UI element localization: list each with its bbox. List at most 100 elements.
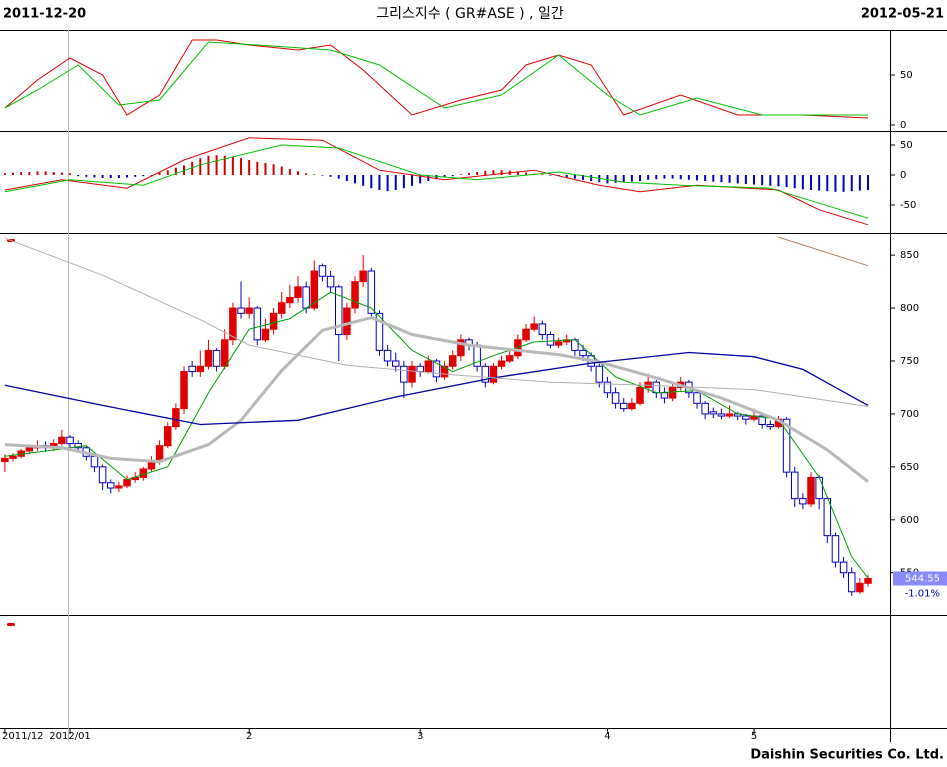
histogram-bar bbox=[36, 171, 39, 175]
candle-body bbox=[391, 360, 400, 367]
candle-body bbox=[400, 365, 408, 383]
candle-body bbox=[505, 355, 514, 362]
histogram-bar bbox=[500, 170, 503, 175]
histogram-bar bbox=[117, 175, 120, 178]
candle-body bbox=[359, 270, 367, 283]
panel bbox=[1, 236, 872, 597]
histogram-bar bbox=[525, 172, 528, 175]
histogram-bar bbox=[362, 175, 365, 186]
candle-body bbox=[847, 572, 856, 593]
candle-body bbox=[864, 577, 872, 584]
candle-body bbox=[310, 270, 319, 309]
histogram-bar bbox=[818, 175, 821, 191]
candle-body bbox=[481, 365, 490, 383]
indicator-line bbox=[778, 236, 869, 267]
candle-body bbox=[180, 371, 188, 410]
histogram-bar bbox=[639, 175, 642, 181]
histogram-bar bbox=[516, 171, 519, 175]
candle-body bbox=[334, 286, 343, 336]
histogram-bar bbox=[720, 175, 723, 183]
candle-body bbox=[277, 302, 286, 314]
histogram-bar bbox=[345, 175, 348, 181]
histogram-bar bbox=[386, 175, 389, 192]
histogram-bar bbox=[590, 175, 593, 181]
histogram-bar bbox=[549, 175, 552, 176]
histogram-bar bbox=[69, 173, 72, 175]
histogram-bar bbox=[207, 155, 210, 175]
histogram-bar bbox=[761, 175, 764, 186]
histogram-bar bbox=[810, 175, 813, 190]
candle-body bbox=[782, 418, 791, 473]
histogram-bar bbox=[476, 172, 479, 175]
histogram-bar bbox=[614, 175, 617, 183]
candle-body bbox=[701, 402, 709, 415]
histogram-bar bbox=[484, 170, 487, 175]
y-tick-label: -50 bbox=[900, 200, 916, 211]
candle-body bbox=[448, 355, 457, 367]
start-date: 2011-12-20 bbox=[3, 7, 86, 22]
y-tick-label: 0 bbox=[900, 120, 906, 131]
candle-body bbox=[367, 270, 376, 314]
histogram-bar bbox=[158, 172, 161, 175]
candle-body bbox=[538, 323, 547, 336]
price-change: -1.01% bbox=[905, 588, 940, 599]
histogram-bar bbox=[826, 175, 829, 192]
histogram-bar bbox=[370, 175, 373, 189]
frame bbox=[0, 30, 947, 742]
candle-body bbox=[628, 402, 636, 410]
y-tick-label: 750 bbox=[900, 356, 919, 367]
histogram-bar bbox=[753, 175, 756, 185]
histogram-bar bbox=[150, 175, 153, 176]
histogram-bar bbox=[20, 172, 23, 175]
indicator-line bbox=[4, 39, 869, 119]
candle-body bbox=[318, 265, 327, 277]
y-tick-label: 50 bbox=[900, 70, 913, 81]
histogram-bar bbox=[166, 170, 169, 175]
candle-body bbox=[286, 296, 294, 304]
histogram-bar bbox=[744, 175, 747, 184]
histogram-bar bbox=[419, 175, 422, 184]
x-tick-label: 2011/12 bbox=[2, 731, 44, 742]
candle-body bbox=[237, 307, 245, 314]
histogram-bar bbox=[411, 175, 414, 186]
histogram-bar bbox=[435, 175, 438, 180]
candle-body bbox=[709, 411, 718, 415]
candle-body bbox=[717, 413, 726, 417]
histogram-bar bbox=[142, 175, 145, 177]
candle-body bbox=[351, 281, 359, 309]
histogram-bar bbox=[337, 175, 340, 179]
histogram-bar bbox=[248, 160, 251, 175]
last-price: 544.55 bbox=[905, 573, 940, 584]
histogram-bar bbox=[712, 175, 715, 182]
candle-body bbox=[815, 476, 823, 500]
histogram-bar bbox=[769, 175, 772, 186]
histogram-bar bbox=[272, 164, 275, 175]
candle-body bbox=[432, 360, 441, 378]
histogram-bar bbox=[736, 175, 739, 184]
histogram-bar bbox=[573, 175, 576, 179]
candle-body bbox=[457, 339, 465, 357]
histogram-bar bbox=[541, 174, 544, 175]
candle-body bbox=[343, 307, 351, 336]
histogram-bar bbox=[77, 175, 80, 177]
indicator-line bbox=[4, 237, 869, 407]
histogram-bar bbox=[777, 175, 780, 187]
candle-body bbox=[155, 445, 164, 463]
x-tick-label: 5 bbox=[751, 731, 757, 742]
x-tick-label: 2 bbox=[246, 731, 252, 742]
histogram-bar bbox=[696, 175, 699, 181]
histogram-bar bbox=[280, 166, 283, 175]
chart-title: 그리스지수 ( GR#ASE ) , 일간 bbox=[376, 6, 564, 22]
panel-marker bbox=[7, 623, 15, 626]
x-tick-label: 2012/01 bbox=[49, 731, 91, 742]
candle-body bbox=[9, 455, 17, 459]
candle-body bbox=[603, 381, 612, 394]
histogram-bar bbox=[443, 175, 446, 178]
histogram-bar bbox=[126, 175, 129, 178]
candle-body bbox=[530, 323, 538, 330]
histogram-bar bbox=[191, 161, 194, 175]
y-tick-label: 700 bbox=[900, 409, 919, 420]
histogram-bar bbox=[687, 175, 690, 180]
histogram-bar bbox=[565, 175, 568, 178]
